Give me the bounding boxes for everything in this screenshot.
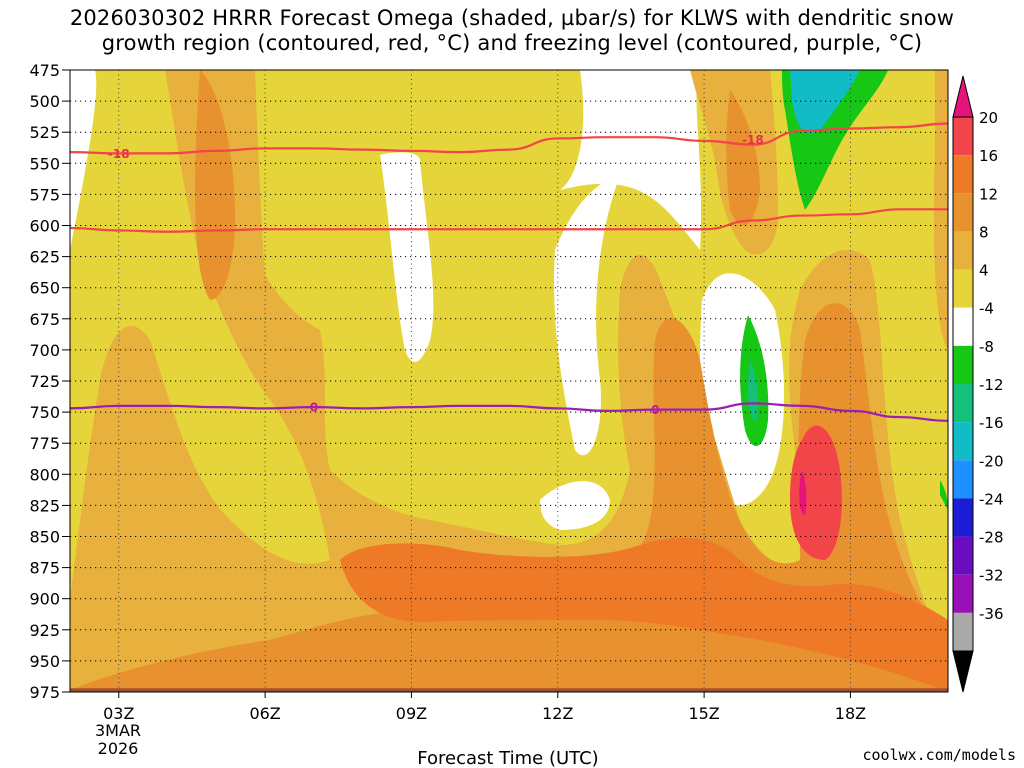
colorbar-label-9: -20	[979, 452, 1004, 470]
omega-hole-mid	[554, 175, 620, 456]
y-tick-label-725: 725	[29, 372, 60, 391]
y-tick-label-575: 575	[29, 185, 60, 204]
title-line-2: growth region (contoured, red, °C) and f…	[101, 31, 923, 55]
colorbar-label-8: -16	[979, 414, 1004, 432]
colorbar-swatch-12	[953, 574, 973, 613]
credit-text: coolwx.com/models	[862, 746, 1016, 764]
colorbar-label-0: 20	[979, 109, 998, 127]
x-tick-label-06Z: 06Z	[249, 704, 280, 723]
colorbar-top-arrow	[952, 75, 974, 118]
x-tick-label-12Z: 12Z	[542, 704, 573, 723]
colorbar-bottom-arrow	[952, 650, 974, 693]
colorbar-swatch-4	[953, 269, 973, 308]
date-label-year: 2026	[98, 739, 139, 758]
y-tick-label-750: 750	[29, 403, 60, 422]
colorbar-label-10: -24	[979, 490, 1004, 508]
colorbar-label-3: 8	[979, 223, 989, 241]
y-tick-label-650: 650	[29, 279, 60, 298]
colorbar-swatch-8	[953, 422, 973, 461]
y-tick-label-950: 950	[29, 652, 60, 671]
y-tick-label-975: 975	[29, 683, 60, 702]
y-tick-label-825: 825	[29, 496, 60, 515]
contour-line-1	[70, 208, 948, 233]
y-tick-label-700: 700	[29, 341, 60, 360]
y-tick-label-875: 875	[29, 559, 60, 578]
colorbar-label-7: -12	[979, 376, 1004, 394]
contour-label-1: -18	[742, 133, 764, 147]
omega-band-12-16-low2	[340, 537, 948, 692]
y-tick-label-850: 850	[29, 528, 60, 547]
x-tick-label-15Z: 15Z	[688, 704, 719, 723]
contour-label-3: 0	[651, 403, 659, 417]
colorbar-swatch-2	[953, 193, 973, 232]
x-tick-label-03Z: 03Z	[103, 704, 134, 723]
shaded-omega-field: -18 -18 0 0	[70, 70, 948, 692]
y-tick-label-900: 900	[29, 590, 60, 609]
colorbar-swatch-13	[953, 612, 973, 651]
y-tick-label-675: 675	[29, 310, 60, 329]
omega-descent-mid-core	[747, 360, 759, 421]
x-tick-label-09Z: 09Z	[396, 704, 427, 723]
colorbar-label-2: 12	[979, 185, 998, 203]
omega-band-16-20	[790, 425, 842, 560]
y-tick-label-775: 775	[29, 434, 60, 453]
colorbar-label-11: -28	[979, 529, 1004, 547]
contour-line-2	[70, 402, 948, 422]
y-tick-label-500: 500	[29, 92, 60, 111]
y-tick-label-550: 550	[29, 154, 60, 173]
colorbar-label-13: -36	[979, 605, 1004, 623]
x-tick-label-18Z: 18Z	[835, 704, 866, 723]
colorbar-swatch-7	[953, 384, 973, 423]
y-tick-label-625: 625	[29, 248, 60, 267]
contour-label-0: -18	[108, 147, 130, 161]
colorbar: 20 16 12 8 4 -4 -8 -12 -16 -20 -24 -28 -32 -36	[952, 75, 1004, 693]
colorbar-label-12: -32	[979, 567, 1004, 585]
y-tick-label-525: 525	[29, 123, 60, 142]
omega-band-12-16-upper2	[726, 90, 760, 226]
colorbar-label-5: -4	[979, 300, 994, 318]
x-axis-label: Forecast Time (UTC)	[417, 748, 598, 768]
omega-core-20	[799, 470, 807, 515]
ground-surface-strip	[70, 688, 948, 692]
contour-label-2: 0	[310, 401, 318, 415]
colorbar-label-4: 4	[979, 262, 989, 280]
y-tick-label-925: 925	[29, 621, 60, 640]
colorbar-label-1: 16	[979, 147, 998, 165]
colorbar-swatch-5	[953, 307, 973, 346]
chart-title: 2026030302 HRRR Forecast Omega (shaded, …	[0, 6, 1024, 56]
omega-descent-edge	[940, 480, 948, 510]
title-line-1: 2026030302 HRRR Forecast Omega (shaded, …	[69, 6, 955, 30]
colorbar-swatch-3	[953, 231, 973, 270]
date-label-day: 3MAR	[95, 721, 141, 740]
colorbar-label-6: -8	[979, 338, 994, 356]
colorbar-swatch-10	[953, 498, 973, 537]
colorbar-swatch-6	[953, 345, 973, 384]
colorbar-swatch-9	[953, 460, 973, 499]
omega-band-12-16-upper	[195, 70, 235, 300]
contour-line-0	[70, 122, 948, 155]
y-tick-label-800: 800	[29, 465, 60, 484]
omega-hole-upper	[380, 152, 434, 362]
y-tick-label-600: 600	[29, 217, 60, 236]
colorbar-swatch-1	[953, 155, 973, 194]
colorbar-swatch-0	[953, 117, 973, 156]
y-tick-label-475: 475	[29, 61, 60, 80]
colorbar-swatch-11	[953, 536, 973, 575]
